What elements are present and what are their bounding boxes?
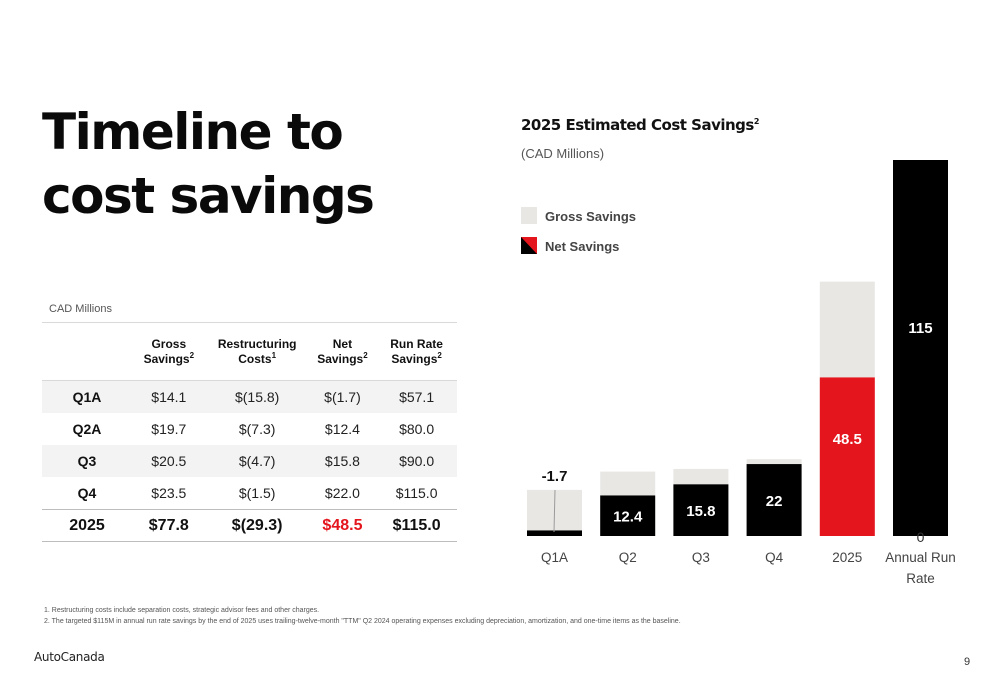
data-label-q4: 22 [766,493,783,510]
data-label-q3: 15.8 [686,503,715,520]
cell-run-rate: $90.0 [376,445,457,477]
cell-restructuring: $(15.8) [205,380,309,413]
bar-net-q2 [600,495,656,536]
cell-run-rate: $57.1 [376,380,457,413]
legend-swatch-gross-savings [521,207,537,224]
cell-net: $22.0 [324,485,360,501]
x-tick-label-q1a: Q1A [541,550,568,565]
chart-title: 2025 Estimated Cost Savings2 [521,116,759,134]
q1a-connector-line [553,489,556,533]
row-label: 2025 [42,509,132,542]
x-tick-label-annual-run-rate-line2: Rate [906,571,935,586]
table-row: Q3 $20.5 $(4.7) $15.8 $90.0 [42,445,457,477]
cell-gross: $20.5 [132,445,206,477]
header-restructuring-costs: Restructuring Costs1 [205,322,309,381]
cell-run-rate: $115.0 [395,485,438,501]
cell-restructuring: $(7.3) [238,421,276,437]
data-label-2025: 48.5 [833,431,862,448]
x-tick-label-q3: Q3 [692,550,710,565]
row-label: Q3 [42,445,132,477]
footnote-2: 2. The targeted $115M in annual run rate… [44,618,681,625]
run-rate-zero-label: 0 [917,529,925,545]
table-row: Q2A $19.7 $(7.3) $12.4 $80.0 [42,413,457,445]
cell-restructuring: $(1.5) [238,485,276,501]
chart-subtitle: (CAD Millions) [521,146,605,161]
cell-run-rate: $115.0 [376,509,457,542]
footnotes: 1. Restructuring costs include separatio… [44,605,681,627]
bar-net-annual-run-rate [893,160,948,536]
data-label-q1a: -1.7 [542,468,568,485]
page-number: 9 [964,656,971,668]
page-title: Timeline to cost savings [42,103,375,225]
row-label: Q1A [42,380,132,413]
cell-net: $12.4 [324,421,360,437]
savings-table: Gross Savings2 Restructuring Costs1 Net … [42,322,457,542]
legend-label-gross-savings: Gross Savings [545,209,636,224]
data-label-annual-run-rate: 115 [908,320,932,337]
cell-run-rate: $80.0 [399,421,435,437]
table-header-row: Gross Savings2 Restructuring Costs1 Net … [42,322,457,381]
x-tick-label-q2: Q2 [619,550,637,565]
row-label: Q2A [72,421,102,437]
bar-net-q1a [527,530,582,536]
cell-gross: $23.5 [151,485,187,501]
legend-label-net-savings: Net Savings [545,239,619,254]
header-gross-savings: Gross Savings2 [132,322,206,381]
row-label: Q4 [77,485,97,501]
cell-gross: $14.1 [132,380,206,413]
legend-swatch-net-savings-corner [521,237,537,254]
cell-gross: $77.8 [132,509,206,542]
table-total-row: 2025 $77.8 $(29.3) $48.5 $115.0 [42,509,457,542]
x-tick-label-annual-run-rate: Annual Run [885,550,956,565]
header-net-savings: Net Savings2 [308,322,377,381]
bar-net-q4 [746,464,802,536]
cell-gross: $19.7 [151,421,187,437]
cell-restructuring: $(29.3) [205,509,309,542]
cell-net: $48.5 [308,509,377,542]
footnote-1: 1. Restructuring costs include separatio… [44,607,320,614]
header-run-rate-savings: Run Rate Savings2 [376,322,457,381]
cell-net: $(1.7) [308,380,377,413]
autocanada-logo: AutoCanada [34,650,105,664]
bar-net-2025 [819,377,875,536]
table-row: Q1A $14.1 $(15.8) $(1.7) $57.1 [42,380,457,413]
cell-net: $15.8 [308,445,377,477]
data-label-q2: 12.4 [613,509,643,526]
table-row: Q4 $23.5 $(1.5) $22.0 $115.0 [42,477,457,510]
bar-net-q3 [673,484,729,536]
header-empty [42,322,132,381]
x-tick-label-q4: Q4 [765,550,784,565]
cell-restructuring: $(4.7) [205,445,309,477]
x-tick-label-2025: 2025 [832,550,862,565]
table-caption: CAD Millions [49,303,112,315]
